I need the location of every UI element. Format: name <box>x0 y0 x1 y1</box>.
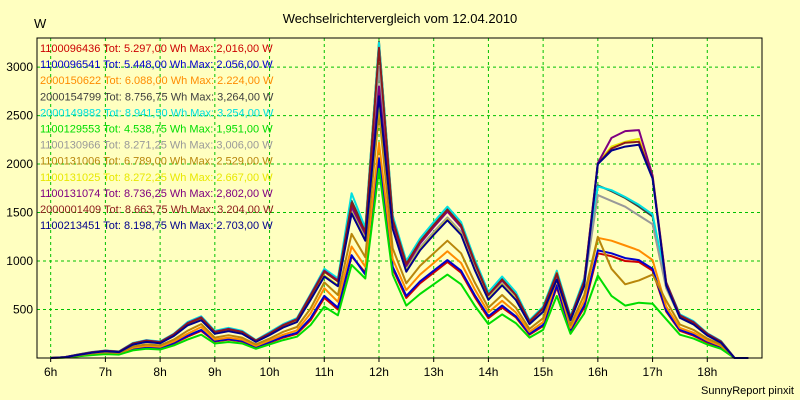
series-line-2000150622 <box>50 141 749 359</box>
x-tick-label: 6h <box>44 365 57 379</box>
series-line-1100131006 <box>50 111 749 359</box>
y-tick-label: 2000 <box>6 157 33 171</box>
legend-entry-1100213451: 1100213451 Tot: 8.198,75 Wh Max: 2.703,0… <box>40 220 273 232</box>
legend-entry-1100131025: 1100131025 Tot: 8.272,25 Wh Max: 2.667,0… <box>40 172 273 184</box>
legend-entry-1100129553: 1100129553 Tot: 4.538,75 Wh Max: 1,951,0… <box>40 124 273 136</box>
x-tick-label: 14h <box>478 365 498 379</box>
y-tick-label: 2500 <box>6 109 33 123</box>
series-line-2000001409 <box>50 46 749 359</box>
footer-credit: SunnyReport pinxit <box>701 385 794 397</box>
x-tick-label: 7h <box>99 365 112 379</box>
x-tick-label: 9h <box>208 365 221 379</box>
x-tick-label: 12h <box>369 365 389 379</box>
x-tick-label: 11h <box>315 365 334 379</box>
legend-entry-1100131006: 1100131006 Tot: 6.789,00 Wh Max: 2.529,0… <box>40 156 273 168</box>
x-tick-label: 8h <box>153 365 166 379</box>
series-line-1100096541 <box>50 157 749 359</box>
chart-title: Wechselrichtervergleich vom 12.04.2010 <box>283 11 518 26</box>
series-lines <box>50 40 749 359</box>
y-tick-label: 3000 <box>6 60 33 74</box>
x-tick-label: 17h <box>643 365 663 379</box>
legend-entry-2000149882: 2000149882 Tot: 8.941,50 Wh Max: 3.254,0… <box>40 107 274 119</box>
legend-entry-1100130966: 1100130966 Tot: 8.271,25 Wh Max: 3,006,0… <box>40 140 273 152</box>
y-tick-label: 500 <box>13 303 33 317</box>
x-tick-label: 10h <box>260 365 280 379</box>
y-tick-label: 1500 <box>6 206 33 220</box>
legend-entry-1100096436: 1100096436 Tot: 5.297,00 Wh Max: 2,016,0… <box>40 43 273 55</box>
series-line-1100213451 <box>50 95 749 359</box>
plot-frame <box>36 37 763 359</box>
legend-entry-2000150622: 2000150622 Tot: 6.088,00 Wh Max: 2.224,0… <box>40 75 274 87</box>
series-line-1100129553 <box>50 167 749 359</box>
y-tick-label: 1000 <box>6 254 33 268</box>
x-tick-label: 13h <box>424 365 444 379</box>
x-tick-label: 18h <box>697 365 717 379</box>
legend-entry-1100131074: 1100131074 Tot: 8.736,25 Wh Max: 2,802,0… <box>40 188 273 200</box>
legend-entry-1100096541: 1100096541 Tot: 5.448,00 Wh Max: 2.056,0… <box>40 59 273 71</box>
legend-entry-2000001409: 2000001409 Tot: 8.663,75 Wh Max: 3.204,0… <box>40 204 274 216</box>
legend: 1100096436 Tot: 5.297,00 Wh Max: 2,016,0… <box>40 43 274 232</box>
x-tick-label: 16h <box>588 365 608 379</box>
y-axis-label: W <box>34 16 47 31</box>
x-tick-label: 15h <box>533 365 553 379</box>
axis-ticks: 500 1000 1500 2000 2500 3000 6h 7h 8h 9h 10h 11h 12h… <box>6 60 717 379</box>
legend-entry-2000154799: 2000154799 Tot: 8.756,75 Wh Max: 3,264,0… <box>40 91 274 103</box>
